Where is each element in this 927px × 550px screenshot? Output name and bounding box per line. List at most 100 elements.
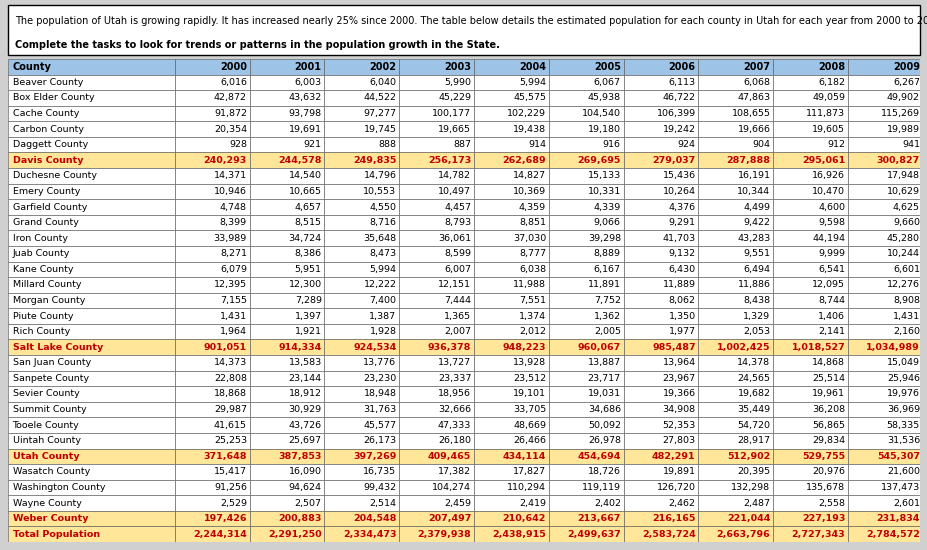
Bar — [174, 75, 249, 90]
Text: 31,763: 31,763 — [362, 405, 396, 414]
Text: 2,291,250: 2,291,250 — [268, 530, 322, 538]
Bar — [8, 402, 174, 417]
Text: 2,402: 2,402 — [593, 498, 620, 508]
Bar — [399, 433, 474, 448]
Text: 15,049: 15,049 — [886, 358, 919, 367]
Bar — [772, 199, 847, 215]
Text: 2,438,915: 2,438,915 — [492, 530, 545, 538]
Bar — [847, 464, 921, 480]
Text: 7,289: 7,289 — [295, 296, 322, 305]
Bar — [174, 90, 249, 106]
Bar — [249, 168, 324, 184]
Text: 2006: 2006 — [668, 62, 695, 72]
Bar — [698, 152, 772, 168]
Text: 30,929: 30,929 — [288, 405, 322, 414]
Bar — [548, 246, 623, 262]
Text: 137,473: 137,473 — [880, 483, 919, 492]
Text: Grand County: Grand County — [13, 218, 79, 227]
Text: 19,605: 19,605 — [811, 125, 844, 134]
Bar — [772, 480, 847, 495]
Text: 17,827: 17,827 — [513, 468, 545, 476]
Text: 16,735: 16,735 — [363, 468, 396, 476]
Bar — [698, 495, 772, 511]
Text: 104,274: 104,274 — [432, 483, 471, 492]
Bar — [548, 75, 623, 90]
Text: 912: 912 — [826, 140, 844, 149]
Text: County: County — [13, 62, 51, 72]
Bar — [847, 168, 921, 184]
Bar — [847, 262, 921, 277]
Bar — [474, 371, 548, 386]
Bar — [249, 215, 324, 230]
Bar — [698, 137, 772, 152]
Bar — [847, 448, 921, 464]
Text: Morgan County: Morgan County — [13, 296, 85, 305]
Bar — [8, 168, 174, 184]
Text: 45,280: 45,280 — [886, 234, 919, 243]
Bar — [623, 480, 698, 495]
Text: 12,300: 12,300 — [288, 280, 322, 289]
Text: 94,624: 94,624 — [288, 483, 322, 492]
Text: 100,177: 100,177 — [432, 109, 471, 118]
Text: 18,868: 18,868 — [214, 389, 247, 399]
Bar — [772, 59, 847, 75]
Bar — [399, 495, 474, 511]
Text: 2,459: 2,459 — [444, 498, 471, 508]
Text: 32,666: 32,666 — [438, 405, 471, 414]
Bar — [249, 526, 324, 542]
Text: 2009: 2009 — [892, 62, 919, 72]
Text: 6,040: 6,040 — [369, 78, 396, 87]
Bar — [174, 184, 249, 199]
Text: 5,994: 5,994 — [518, 78, 545, 87]
Bar — [8, 371, 174, 386]
Bar — [399, 184, 474, 199]
Text: Sanpete County: Sanpete County — [13, 374, 89, 383]
Text: 26,978: 26,978 — [587, 436, 620, 446]
Bar — [249, 339, 324, 355]
Bar — [8, 448, 174, 464]
Bar — [249, 246, 324, 262]
Bar — [623, 448, 698, 464]
Text: 14,540: 14,540 — [288, 172, 322, 180]
Text: 1,977: 1,977 — [668, 327, 695, 336]
Bar — [8, 495, 174, 511]
Text: 35,648: 35,648 — [363, 234, 396, 243]
Bar — [698, 246, 772, 262]
Bar — [698, 277, 772, 293]
Text: 7,400: 7,400 — [369, 296, 396, 305]
Bar — [249, 371, 324, 386]
Text: 37,030: 37,030 — [513, 234, 545, 243]
Bar — [324, 309, 399, 324]
Text: Piute County: Piute County — [13, 312, 73, 321]
Text: 12,395: 12,395 — [213, 280, 247, 289]
Text: 9,551: 9,551 — [743, 249, 769, 258]
Text: 231,834: 231,834 — [876, 514, 919, 523]
Text: 19,745: 19,745 — [363, 125, 396, 134]
Bar — [548, 511, 623, 526]
Text: 104,540: 104,540 — [581, 109, 620, 118]
Bar — [399, 59, 474, 75]
Text: 10,946: 10,946 — [214, 187, 247, 196]
Bar — [847, 309, 921, 324]
Text: 19,180: 19,180 — [587, 125, 620, 134]
Bar — [324, 448, 399, 464]
Bar — [8, 309, 174, 324]
Text: 19,989: 19,989 — [886, 125, 919, 134]
Bar — [324, 324, 399, 339]
Text: 210,642: 210,642 — [502, 514, 545, 523]
Bar — [623, 511, 698, 526]
Text: Millard County: Millard County — [13, 280, 81, 289]
Bar — [249, 448, 324, 464]
Bar — [548, 433, 623, 448]
Bar — [548, 106, 623, 122]
Bar — [698, 230, 772, 246]
Bar — [174, 59, 249, 75]
Text: 948,223: 948,223 — [502, 343, 545, 352]
Bar — [399, 464, 474, 480]
Bar — [474, 262, 548, 277]
Bar — [698, 417, 772, 433]
Text: 5,951: 5,951 — [295, 265, 322, 274]
Bar — [623, 184, 698, 199]
Text: 22,808: 22,808 — [214, 374, 247, 383]
Text: 240,293: 240,293 — [203, 156, 247, 165]
